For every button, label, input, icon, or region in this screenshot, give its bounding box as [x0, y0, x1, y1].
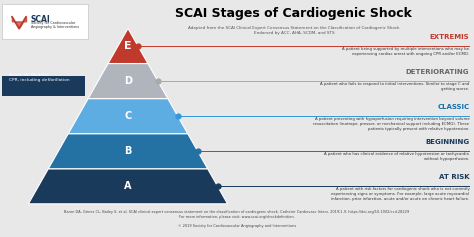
- Text: AT RISK: AT RISK: [438, 174, 469, 180]
- Text: SCAI Stages of Cardiogenic Shock: SCAI Stages of Cardiogenic Shock: [175, 7, 412, 20]
- Text: Adapted from the SCAI Clinical Expert Consensus Statement on the Classification : Adapted from the SCAI Clinical Expert Co…: [188, 26, 400, 35]
- Text: A patient being supported by multiple interventions who may be
experiencing card: A patient being supported by multiple in…: [342, 47, 469, 56]
- Text: Arrest (A) Modifier:
CPR, including defibrillation: Arrest (A) Modifier: CPR, including defi…: [9, 73, 69, 82]
- Polygon shape: [48, 134, 208, 169]
- FancyBboxPatch shape: [2, 4, 88, 39]
- FancyBboxPatch shape: [2, 76, 85, 96]
- Text: A patient presenting with hypoperfusion requiring intervention beyond volume
res: A patient presenting with hypoperfusion …: [313, 117, 469, 131]
- Text: A patient with risk factors for cardiogenic shock who is not currently
experienc: A patient with risk factors for cardioge…: [331, 187, 469, 201]
- Text: Baron DA, Grines CL, Bailey S, et al. SCAI clinical expert consensus statement o: Baron DA, Grines CL, Bailey S, et al. SC…: [64, 210, 410, 219]
- Text: D: D: [124, 76, 132, 86]
- Text: SCAI: SCAI: [31, 15, 51, 24]
- Polygon shape: [68, 99, 188, 134]
- Text: BEGINNING: BEGINNING: [425, 139, 469, 145]
- Text: A patient who has clinical evidence of relative hypotension or tachycardia
witho: A patient who has clinical evidence of r…: [324, 152, 469, 161]
- Polygon shape: [28, 169, 228, 204]
- Polygon shape: [108, 28, 148, 64]
- Text: A: A: [124, 181, 132, 191]
- Text: EXTREMIS: EXTREMIS: [429, 34, 469, 40]
- Text: © 2019 Society for Cardiovascular Angiography and Interventions: © 2019 Society for Cardiovascular Angiog…: [178, 224, 296, 228]
- Text: E: E: [124, 41, 132, 51]
- Text: DETERIORATING: DETERIORATING: [406, 69, 469, 75]
- Text: Society for Cardiovascular
Angiography & Interventions: Society for Cardiovascular Angiography &…: [31, 21, 79, 29]
- Text: CLASSIC: CLASSIC: [437, 104, 469, 110]
- Polygon shape: [88, 64, 168, 99]
- Text: A patient who fails to respond to initial interventions. Similar to stage C and
: A patient who fails to respond to initia…: [320, 82, 469, 91]
- Text: B: B: [124, 146, 132, 156]
- Text: C: C: [124, 111, 132, 121]
